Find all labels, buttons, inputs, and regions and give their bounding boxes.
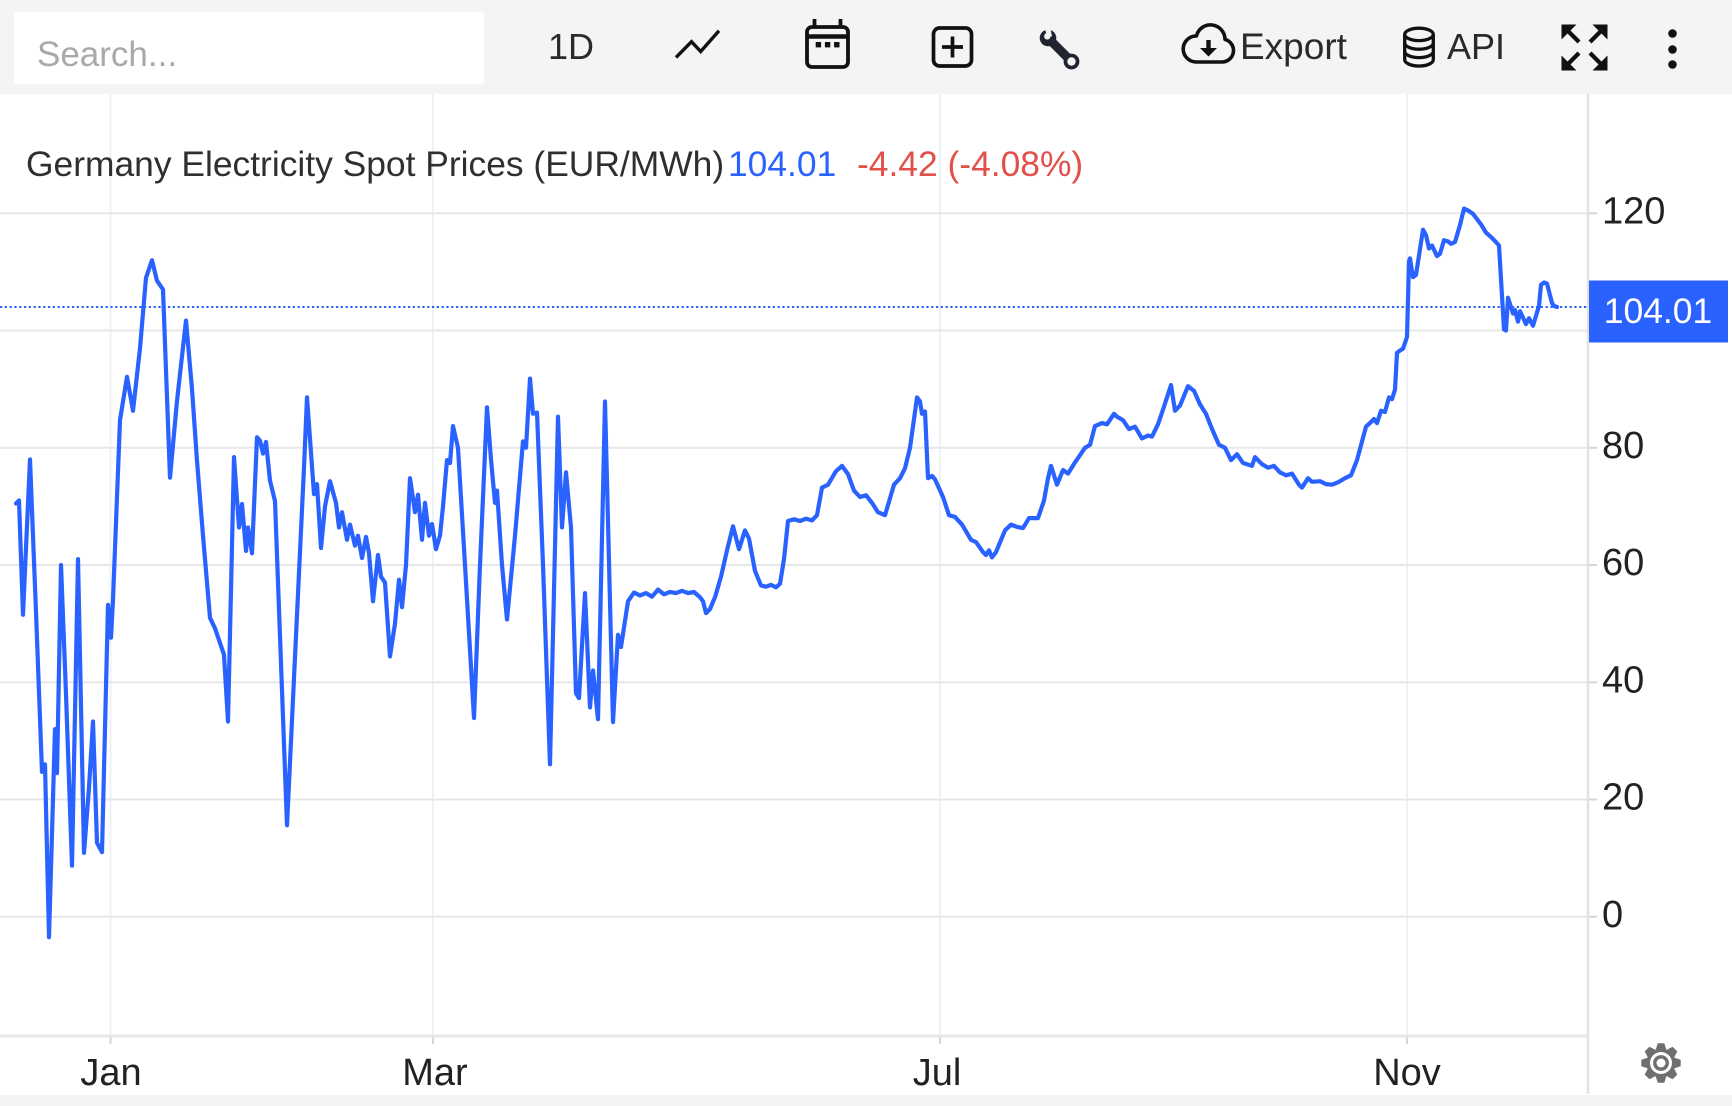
svg-text:20: 20 [1602, 777, 1644, 819]
svg-text:Germany Electricity Spot Price: Germany Electricity Spot Prices (EUR/MWh… [26, 144, 724, 184]
svg-text:60: 60 [1602, 542, 1644, 584]
svg-text:0: 0 [1602, 894, 1623, 936]
svg-text:Jul: Jul [913, 1052, 962, 1094]
svg-text:Nov: Nov [1373, 1052, 1441, 1094]
svg-text:120: 120 [1602, 190, 1665, 232]
svg-text:104.01: 104.01 [728, 144, 836, 184]
svg-text:104.01: 104.01 [1604, 291, 1713, 331]
svg-text:40: 40 [1602, 659, 1644, 701]
svg-text:80: 80 [1602, 425, 1644, 467]
svg-text:Mar: Mar [402, 1052, 468, 1094]
svg-text:Jan: Jan [80, 1052, 141, 1094]
svg-text:-4.42 (-4.08%): -4.42 (-4.08%) [857, 144, 1083, 184]
